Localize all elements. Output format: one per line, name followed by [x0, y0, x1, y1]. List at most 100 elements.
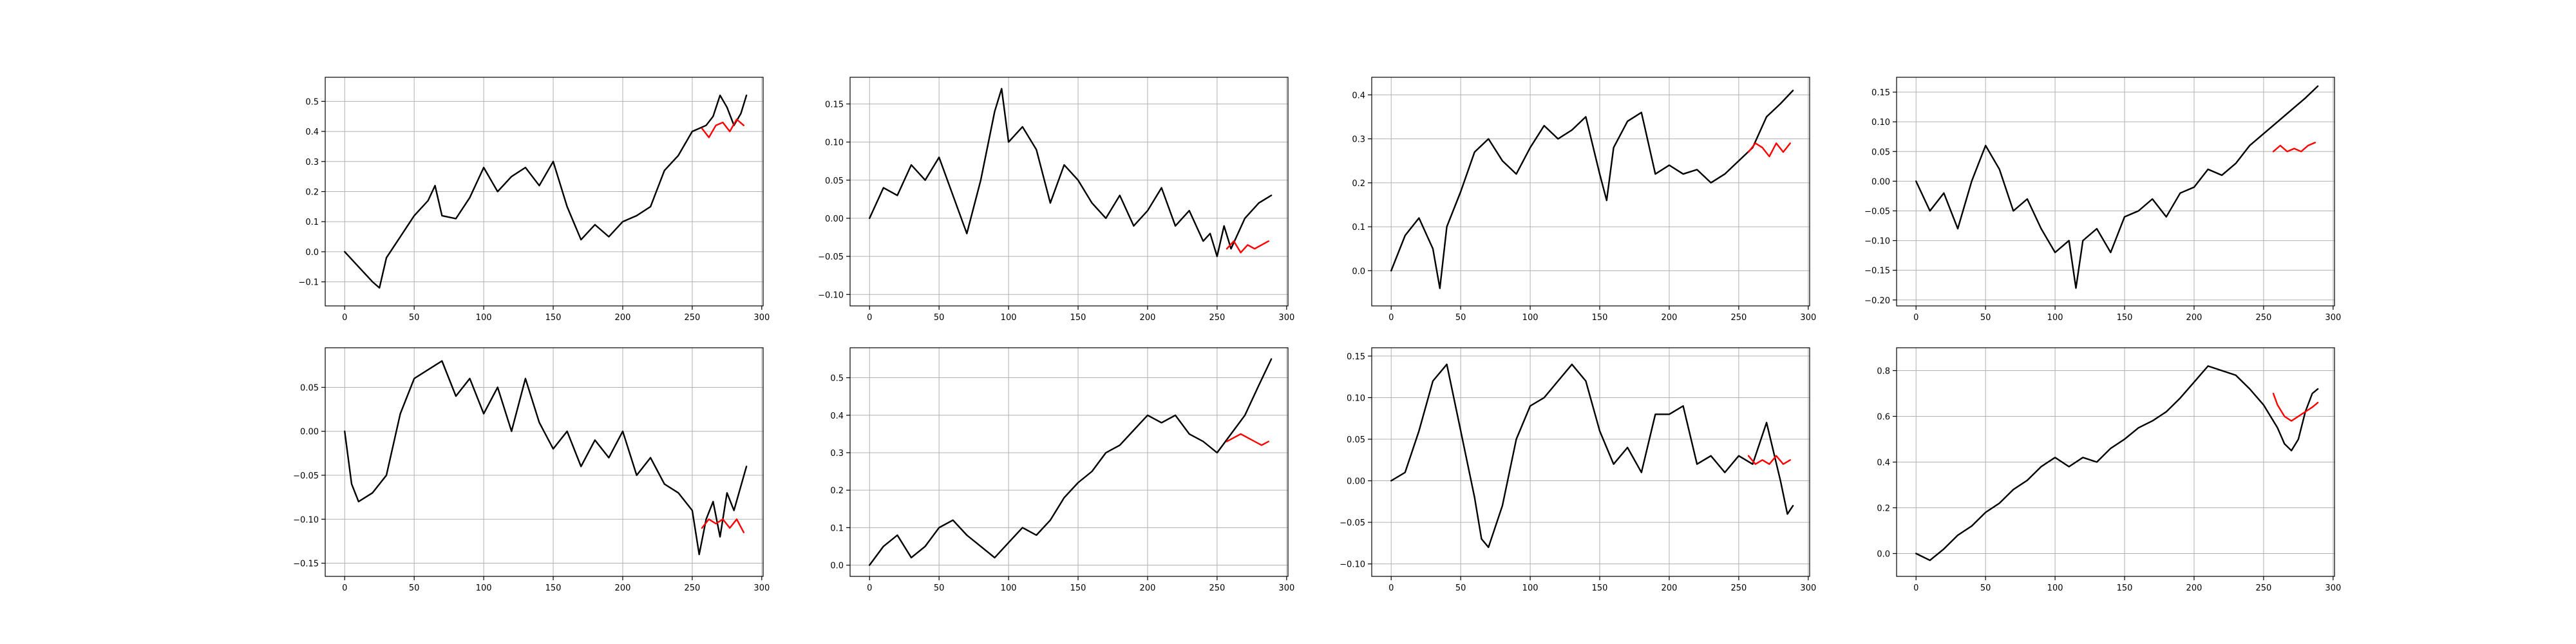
y-tick-label: −0.10: [818, 290, 844, 300]
y-tick-label: −0.05: [1340, 518, 1365, 528]
y-tick-label: −0.20: [1864, 296, 1890, 306]
x-tick-label: 250: [684, 583, 700, 593]
x-tick-label: 150: [1592, 583, 1608, 593]
chart-svg: 0 50 100 150 200 250 300 −0.10 −0.05 0.00 0.05 0.10…: [1340, 347, 1816, 593]
x-tick-label: 250: [1209, 583, 1225, 593]
x-tick-label: 150: [1070, 583, 1086, 593]
x-tick-label: 50: [1980, 583, 1991, 593]
chart-svg: 0 50 100 150 200 250 300 0.0 0.2 0.4 0.6 0.8: [1877, 347, 2341, 593]
y-tick-label: 0.1: [1352, 223, 1365, 232]
axes-frame: [849, 77, 1289, 307]
x-tick-label: 100: [476, 313, 492, 323]
axes-frame: [325, 347, 764, 577]
grid: [325, 77, 763, 306]
y-tick-label: 0.3: [830, 449, 844, 459]
y-tick-label: 0.5: [305, 97, 319, 107]
y-tick-label: 0.2: [830, 486, 844, 496]
x-tick-label: 250: [2255, 313, 2271, 323]
x-tick-label: 200: [2186, 583, 2202, 593]
y-tick-label: 0.0: [830, 562, 844, 571]
x-tick-label: 150: [545, 583, 562, 593]
y-tick-label: 0.05: [825, 176, 844, 186]
x-tick-label: 300: [2325, 583, 2341, 593]
x-tick-label: 150: [545, 313, 562, 323]
x-tick-label: 0: [1388, 313, 1394, 323]
chart-panel-6: 0 50 100 150 200 250 300 0.0 0.1 0.2 0.3 0.4 0.5: [799, 343, 1297, 600]
axes-frame: [1371, 77, 1810, 307]
x-tick-label: 300: [1800, 583, 1816, 593]
x-tick-label: 250: [1730, 313, 1747, 323]
y-tick-label: 0.1: [305, 218, 319, 227]
x-tick-label: 0: [867, 313, 872, 323]
y-tick-label: 0.0: [1877, 550, 1890, 560]
y-tick-label: 0.05: [1871, 147, 1890, 157]
axes-frame: [1896, 77, 2335, 307]
y-tick-label: 0.2: [305, 188, 319, 198]
x-tick-label: 250: [1730, 583, 1747, 593]
series-line-actual: [1390, 363, 1794, 548]
y-tick-label: 0.2: [1877, 504, 1890, 514]
chart-svg: 0 50 100 150 200 250 300 −0.10 −0.05 0.00 0.05 0.10…: [818, 77, 1294, 323]
series-line-actual: [1390, 90, 1794, 289]
y-tick-label: 0.10: [1871, 118, 1890, 128]
y-tick-label: 0.10: [1347, 393, 1365, 403]
y-tick-label: 0.5: [830, 374, 844, 384]
y-tick-label: −0.05: [293, 471, 319, 481]
series-line-forecast: [1747, 142, 1791, 158]
chart-panel-7: 0 50 100 150 200 250 300 −0.10 −0.05 0.00 0.05 0.10…: [1320, 343, 1819, 600]
x-tick-label: 0: [1388, 583, 1394, 593]
y-tick-label: 0.2: [1352, 179, 1365, 189]
chart-panel-2: 0 50 100 150 200 250 300 −0.10 −0.05 0.00 0.05 0.10…: [799, 72, 1297, 329]
grid: [850, 348, 1288, 576]
y-tick-label: 0.15: [825, 100, 844, 109]
x-tick-label: 150: [1592, 313, 1608, 323]
grid: [1372, 348, 1810, 576]
x-tick-label: 150: [2117, 313, 2133, 323]
x-tick-label: 0: [867, 583, 872, 593]
grid: [1897, 77, 2334, 306]
x-tick-label: 50: [934, 313, 945, 323]
series-line-actual: [1915, 85, 2319, 289]
y-tick-label: 0.0: [1352, 267, 1365, 276]
x-tick-label: 200: [1140, 313, 1156, 323]
y-tick-label: 0.05: [300, 383, 319, 393]
chart-panel-1: 0 50 100 150 200 250 300 −0.1 0.0 0.1 0.2 0.3 0.4 0.5: [274, 72, 772, 329]
grid: [1897, 348, 2334, 576]
grid: [1372, 77, 1810, 306]
series-line-actual: [868, 88, 1273, 258]
x-tick-label: 250: [1209, 313, 1225, 323]
series-line-forecast: [2272, 392, 2319, 422]
x-tick-label: 200: [615, 313, 631, 323]
y-tick-label: 0.1: [830, 524, 844, 533]
x-tick-label: 50: [409, 313, 420, 323]
axes-frame: [1371, 347, 1810, 577]
y-tick-label: 0.3: [305, 158, 319, 167]
x-tick-label: 100: [2047, 583, 2063, 593]
x-tick-label: 200: [1662, 313, 1678, 323]
y-tick-label: −0.05: [1864, 207, 1890, 216]
x-tick-label: 300: [1800, 313, 1816, 323]
x-tick-label: 50: [934, 583, 945, 593]
y-tick-label: 0.10: [825, 138, 844, 148]
y-tick-label: 0.4: [830, 412, 844, 421]
x-tick-label: 100: [476, 583, 492, 593]
x-tick-label: 300: [1278, 583, 1294, 593]
x-tick-label: 200: [1140, 583, 1156, 593]
chart-svg: 0 50 100 150 200 250 300 0.0 0.1 0.2 0.3 0.4 0.5: [830, 347, 1294, 593]
x-tick-label: 150: [1070, 313, 1086, 323]
x-tick-label: 100: [1522, 313, 1539, 323]
y-tick-label: 0.8: [1877, 367, 1890, 377]
grid: [850, 77, 1288, 306]
y-tick-label: −0.1: [298, 278, 319, 288]
y-tick-label: 0.4: [1352, 91, 1365, 100]
x-tick-label: 200: [1662, 583, 1678, 593]
series-line-actual: [343, 360, 748, 556]
x-tick-label: 100: [2047, 313, 2063, 323]
x-tick-label: 0: [1913, 583, 1918, 593]
y-tick-label: 0.4: [1877, 459, 1890, 468]
chart-panel-4: 0 50 100 150 200 250 300 −0.20 −0.15 −0.10 −0.05 0.…: [1845, 72, 2344, 329]
x-tick-label: 0: [1913, 313, 1918, 323]
x-tick-label: 100: [1522, 583, 1539, 593]
x-tick-label: 100: [1001, 313, 1017, 323]
